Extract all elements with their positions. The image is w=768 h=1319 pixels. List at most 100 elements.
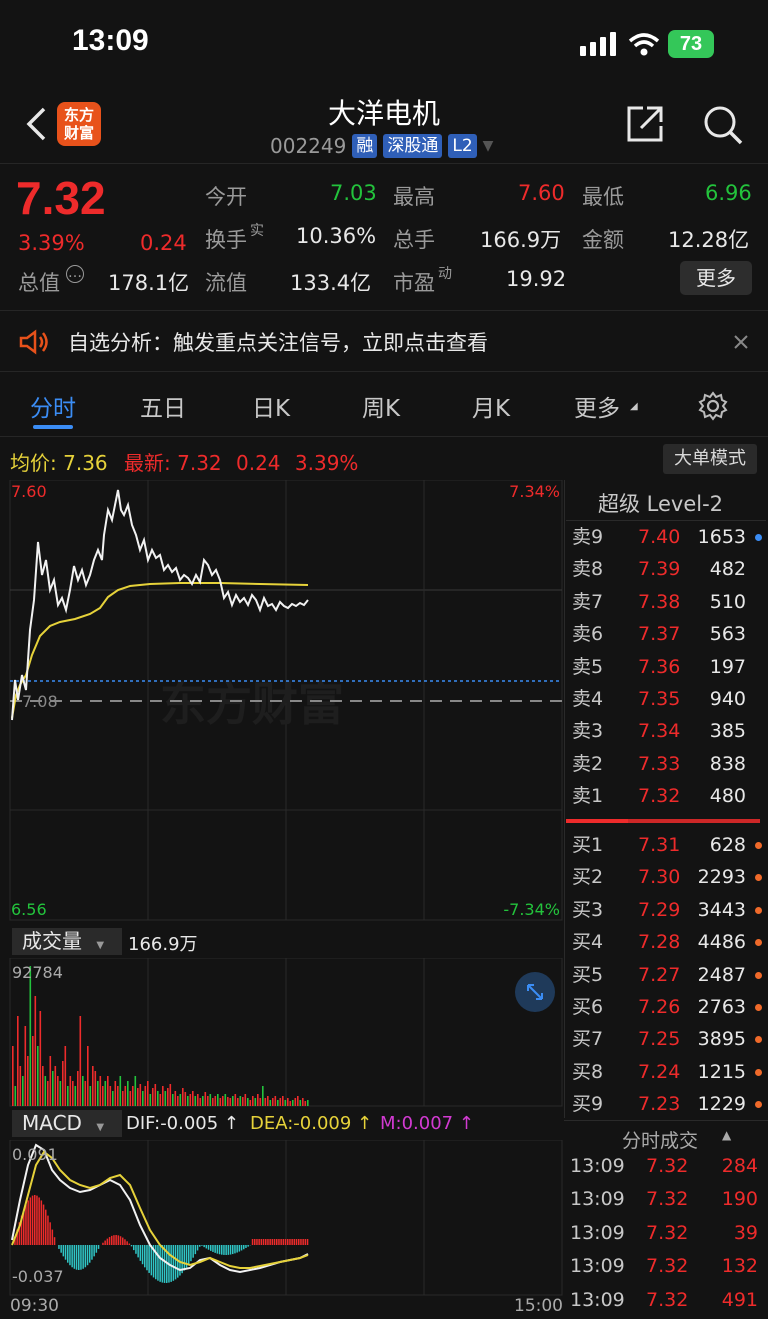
tick-price: 7.32: [646, 1288, 689, 1311]
ask-row[interactable]: 卖9 7.40 1653: [568, 521, 768, 553]
macd-bar: [247, 1245, 249, 1247]
more-quote-button[interactable]: 更多: [680, 261, 752, 295]
bid-price: 7.27: [638, 963, 681, 986]
bid-vol: 4486: [697, 931, 746, 954]
macd-bar: [71, 1245, 73, 1268]
volume-bar: [217, 1094, 219, 1106]
ask-row[interactable]: 卖3 7.34 385: [568, 715, 768, 747]
share-icon[interactable]: [625, 104, 665, 144]
bid-row[interactable]: 买1 7.31 628: [568, 829, 768, 861]
bid-row[interactable]: 买8 7.24 1215: [568, 1056, 768, 1088]
macd-bar: [117, 1235, 120, 1245]
tab-weekly-k[interactable]: 周K: [362, 396, 401, 422]
macd-indicator-select[interactable]: MACD ▼: [12, 1110, 122, 1137]
volume-chart[interactable]: 92784: [0, 958, 565, 1108]
ticks-title[interactable]: 分时成交: [622, 1130, 699, 1152]
tab-monthly-k[interactable]: 月K: [472, 396, 511, 422]
caret-down-icon: ▼: [96, 940, 105, 951]
tab-five-day[interactable]: 五日: [140, 396, 186, 422]
macd-dif: DIF:-0.005 ↑: [126, 1113, 240, 1134]
ask-row[interactable]: 卖4 7.35 940: [568, 683, 768, 715]
macd-bar: [82, 1245, 84, 1269]
bid-label: 买4: [572, 931, 604, 954]
high-label: 最高: [393, 185, 435, 209]
volume-bar: [64, 1046, 67, 1106]
ask-vol: 1653: [697, 526, 746, 548]
stock-header: 东方 财富 大洋电机 002249 融 深股通 L2 ▼: [0, 88, 768, 164]
macd-bar: [179, 1245, 181, 1276]
volume-bar: [137, 1088, 139, 1106]
info-icon[interactable]: …: [66, 265, 84, 283]
bid-row[interactable]: 买3 7.29 3443: [568, 894, 768, 926]
macd-bar: [227, 1245, 230, 1255]
bid-label: 买8: [572, 1060, 604, 1083]
status-dot: [755, 939, 762, 947]
volume-bar: [207, 1096, 209, 1106]
tab-intraday[interactable]: 分时: [30, 396, 76, 422]
volume-bar: [19, 1066, 22, 1106]
volume-bar: [114, 1081, 117, 1106]
current-price: 7.32: [16, 172, 106, 224]
bid-row[interactable]: 买6 7.26 2763: [568, 991, 768, 1023]
bid-row[interactable]: 买9 7.23 1229: [568, 1088, 768, 1120]
macd-bar: [86, 1245, 89, 1266]
status-dot: [755, 906, 762, 914]
macd-bar: [265, 1239, 267, 1245]
bid-row[interactable]: 买7 7.25 3895: [568, 1023, 768, 1055]
axis-bottom-pct: -7.34%: [503, 900, 560, 919]
macd-chart[interactable]: 0.091 -0.037: [0, 1140, 565, 1298]
macd-bar: [216, 1245, 219, 1254]
amount-value: 12.28亿: [668, 228, 750, 252]
volume-bar: [162, 1086, 164, 1106]
ask-row[interactable]: 卖2 7.33 838: [568, 748, 768, 780]
macd-bar: [60, 1245, 62, 1253]
close-icon[interactable]: [734, 335, 748, 349]
volume-bar: [197, 1094, 199, 1106]
status-dot: [755, 696, 762, 703]
macd-bar: [18, 1222, 21, 1245]
intraday-chart[interactable]: 东方财富 7.60 6.56 7.08 7.34% -7.34%: [0, 480, 565, 925]
tick-vol: 284: [721, 1155, 758, 1177]
macd-bar: [84, 1245, 87, 1268]
tick-row: 13:09 7.32 190: [568, 1183, 768, 1216]
ask-row[interactable]: 卖8 7.39 482: [568, 553, 768, 585]
back-icon[interactable]: [24, 106, 48, 142]
volume-indicator-select[interactable]: 成交量 ▼: [12, 928, 122, 955]
volume-bar: [37, 1046, 39, 1106]
tab-more[interactable]: 更多: [574, 396, 620, 422]
macd-bar: [34, 1195, 36, 1245]
tab-daily-k[interactable]: 日K: [252, 396, 291, 422]
app-logo[interactable]: 东方 财富: [57, 102, 101, 146]
macd-bar: [27, 1200, 29, 1245]
macd-bar: [218, 1245, 221, 1255]
search-icon[interactable]: [702, 104, 744, 146]
volume-bar: [34, 996, 37, 1106]
ask-row[interactable]: 卖7 7.38 510: [568, 586, 768, 618]
time-start: 09:30: [10, 1296, 59, 1316]
caret-down-icon[interactable]: ▼: [482, 138, 494, 154]
macd-bar: [199, 1245, 201, 1247]
ask-row[interactable]: 卖5 7.36 197: [568, 651, 768, 683]
volume-bar: [302, 1098, 304, 1106]
big-order-mode-button[interactable]: 大单模式: [663, 444, 757, 474]
macd-bar: [38, 1197, 40, 1245]
bid-row[interactable]: 买4 7.28 4486: [568, 926, 768, 958]
bid-row[interactable]: 买5 7.27 2487: [568, 959, 768, 991]
macd-bar: [104, 1240, 106, 1245]
ask-label: 卖8: [572, 558, 604, 581]
macd-bar: [16, 1229, 18, 1245]
volume-bar: [94, 1071, 97, 1106]
volume-bar: [27, 1056, 29, 1106]
macd-bar: [262, 1239, 265, 1245]
ask-row[interactable]: 卖1 7.32 480: [568, 780, 768, 812]
tick-row: 13:09 7.32 132: [568, 1250, 768, 1283]
macd-bar: [148, 1245, 150, 1273]
stock-code-row[interactable]: 002249 融 深股通 L2 ▼: [270, 134, 493, 158]
bid-row[interactable]: 买2 7.30 2293: [568, 861, 768, 893]
notice-banner[interactable]: 自选分析：触发重点关注信号，立即点击查看: [0, 310, 768, 372]
gear-icon[interactable]: [698, 391, 728, 421]
macd-bar: [155, 1245, 157, 1280]
ask-row[interactable]: 卖6 7.37 563: [568, 618, 768, 650]
macd-bar: [291, 1239, 293, 1245]
status-dot: [755, 971, 762, 979]
